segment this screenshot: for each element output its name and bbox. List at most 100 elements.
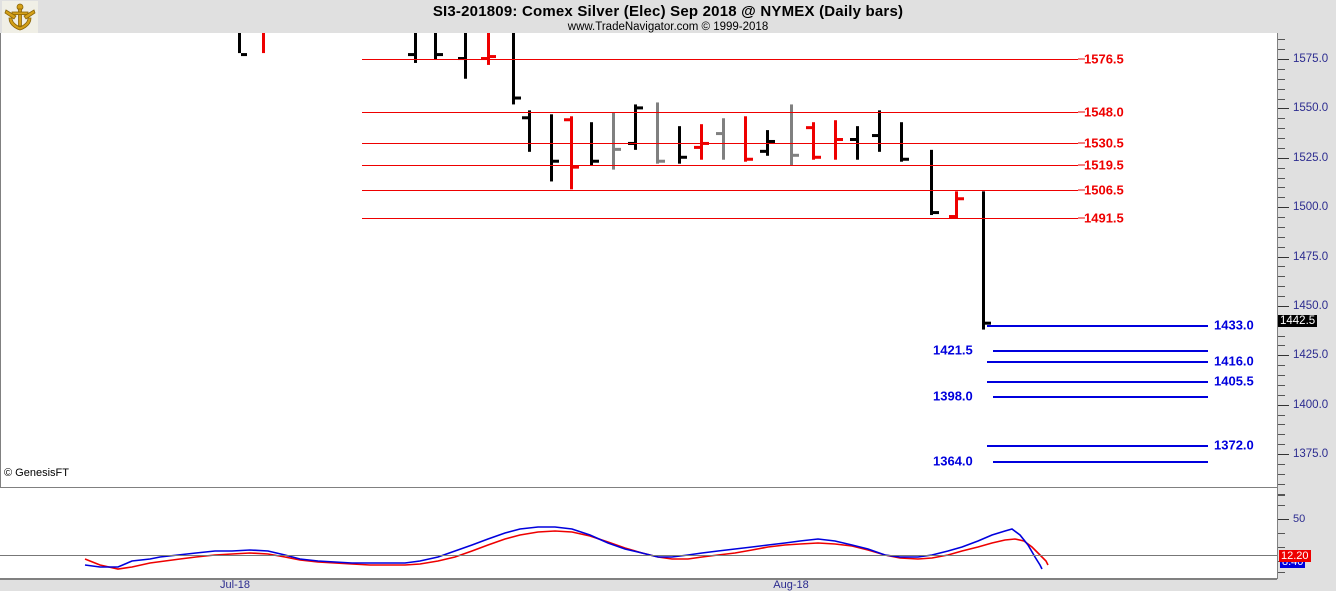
price-axis[interactable]: 1575.0 1550.0 1525.0 1500.0 1475.0 1450.0 1425… bbox=[1277, 33, 1336, 579]
axis-tick-major bbox=[1278, 59, 1289, 60]
support-label[interactable]: 1398.0 bbox=[933, 388, 973, 404]
axis-tick-minor bbox=[1278, 197, 1285, 199]
resistance-label-dash bbox=[1078, 111, 1085, 113]
axis-tick-minor bbox=[1278, 118, 1285, 120]
axis-tick-minor bbox=[1278, 493, 1285, 495]
support-line[interactable] bbox=[993, 350, 1208, 352]
indicator-tick-minor bbox=[1278, 495, 1285, 496]
ohlc-bar[interactable] bbox=[550, 114, 559, 182]
ohlc-bar[interactable] bbox=[522, 110, 531, 152]
axis-tick-minor bbox=[1278, 335, 1285, 337]
ohlc-bar[interactable] bbox=[656, 102, 665, 164]
axis-tick-minor bbox=[1278, 276, 1285, 278]
resistance-label[interactable]: 1576.5 bbox=[1084, 51, 1124, 67]
ohlc-bar[interactable] bbox=[850, 126, 859, 160]
resistance-label-dash bbox=[1078, 164, 1085, 166]
axis-tick-minor bbox=[1278, 365, 1285, 367]
resistance-label[interactable]: 1530.5 bbox=[1084, 135, 1124, 151]
price-chart-pane[interactable] bbox=[0, 33, 1277, 479]
ohlc-bar[interactable] bbox=[930, 149, 939, 216]
resistance-line[interactable] bbox=[362, 143, 1078, 144]
indicator-tick-minor bbox=[1278, 505, 1285, 506]
axis-tick-minor bbox=[1278, 187, 1285, 189]
copyright-notice: © GenesisFT bbox=[4, 467, 69, 479]
resistance-line[interactable] bbox=[362, 112, 1078, 113]
stoch-d-line bbox=[84, 530, 1049, 570]
ohlc-bar[interactable] bbox=[262, 33, 265, 54]
date-axis-label: Jul-18 bbox=[220, 579, 250, 591]
price-axis-label: 1400.0 bbox=[1293, 398, 1329, 411]
ohlc-bar[interactable] bbox=[872, 110, 881, 152]
ohlc-bar[interactable] bbox=[481, 33, 496, 65]
stoch-d-value-badge[interactable]: 12.20 bbox=[1279, 550, 1311, 562]
axis-tick-minor bbox=[1278, 444, 1285, 446]
stochastic-pane[interactable]: StochD (3) StochK (14,3) bbox=[0, 487, 1277, 580]
resistance-line[interactable] bbox=[362, 165, 1078, 166]
support-label[interactable]: 1421.5 bbox=[933, 342, 973, 358]
axis-tick-major bbox=[1278, 404, 1289, 406]
price-axis-label: 1375.0 bbox=[1293, 448, 1329, 460]
axis-tick-major bbox=[1278, 454, 1289, 455]
ohlc-bar[interactable] bbox=[612, 112, 621, 170]
price-axis-label: 1550.0 bbox=[1293, 102, 1329, 115]
support-line[interactable] bbox=[993, 396, 1208, 398]
axis-tick-major bbox=[1278, 157, 1289, 159]
ohlc-bar[interactable] bbox=[834, 120, 843, 160]
axis-tick-minor bbox=[1278, 434, 1285, 436]
axis-tick-major bbox=[1278, 207, 1289, 209]
axis-tick-minor bbox=[1278, 483, 1285, 485]
support-label[interactable]: 1433.0 bbox=[1214, 317, 1254, 333]
resistance-label[interactable]: 1506.5 bbox=[1084, 182, 1124, 198]
support-line[interactable] bbox=[987, 445, 1208, 447]
axis-tick-minor bbox=[1278, 167, 1285, 169]
axis-tick-minor bbox=[1278, 375, 1285, 376]
support-label[interactable]: 1372.0 bbox=[1214, 437, 1254, 453]
ohlc-bar[interactable] bbox=[408, 33, 417, 63]
resistance-line[interactable] bbox=[362, 190, 1078, 191]
ohlc-bar[interactable] bbox=[434, 33, 443, 59]
ohlc-bar[interactable] bbox=[900, 122, 909, 162]
axis-tick-major bbox=[1278, 108, 1289, 110]
ohlc-bar[interactable] bbox=[790, 104, 799, 166]
support-line[interactable] bbox=[987, 381, 1208, 383]
axis-tick-minor bbox=[1278, 177, 1285, 179]
resistance-line[interactable] bbox=[362, 218, 1078, 219]
date-axis[interactable]: Jul-18 Aug-18 bbox=[0, 579, 1336, 591]
ohlc-bar[interactable] bbox=[760, 130, 775, 156]
ohlc-bar[interactable] bbox=[564, 116, 579, 190]
support-label[interactable]: 1364.0 bbox=[933, 453, 973, 469]
ohlc-bar[interactable] bbox=[806, 122, 821, 160]
support-line[interactable] bbox=[987, 325, 1208, 327]
support-line[interactable] bbox=[993, 461, 1208, 463]
axis-tick-minor bbox=[1278, 424, 1285, 426]
ohlc-bar[interactable] bbox=[744, 116, 753, 162]
indicator-tick-minor bbox=[1278, 533, 1285, 534]
ohlc-bar[interactable] bbox=[716, 118, 725, 160]
support-line[interactable] bbox=[987, 361, 1208, 363]
indicator-top-border bbox=[0, 487, 1277, 488]
page-subtitle: www.TradeNavigator.com © 1999-2018 bbox=[567, 21, 769, 33]
last-price-marker[interactable]: 1442.5 bbox=[1278, 314, 1318, 327]
support-label[interactable]: 1405.5 bbox=[1214, 373, 1254, 389]
indicator-axis-label-50: 50 bbox=[1293, 513, 1306, 525]
ohlc-bar[interactable] bbox=[982, 191, 991, 330]
support-label[interactable]: 1416.0 bbox=[1214, 353, 1254, 369]
resistance-line[interactable] bbox=[362, 59, 1078, 60]
ohlc-bar[interactable] bbox=[949, 191, 964, 219]
ohlc-bar[interactable] bbox=[694, 124, 709, 160]
resistance-label[interactable]: 1519.5 bbox=[1084, 157, 1124, 173]
resistance-label[interactable]: 1491.5 bbox=[1084, 210, 1124, 226]
resistance-label[interactable]: 1548.0 bbox=[1084, 104, 1124, 120]
date-axis-label: Aug-18 bbox=[773, 579, 809, 591]
date-axis-border bbox=[0, 579, 1277, 580]
stoch-k-line bbox=[84, 526, 1043, 570]
ohlc-bar[interactable] bbox=[512, 33, 521, 105]
axis-tick-minor bbox=[1278, 345, 1285, 347]
stochastic-lines-canvas bbox=[84, 526, 1049, 570]
ohlc-bar[interactable] bbox=[238, 33, 247, 57]
axis-tick-major bbox=[1278, 256, 1289, 258]
anchor-logo-icon bbox=[2, 1, 38, 33]
axis-tick-minor bbox=[1278, 39, 1285, 41]
ohlc-bar[interactable] bbox=[678, 126, 687, 164]
ohlc-bar[interactable] bbox=[458, 33, 467, 79]
